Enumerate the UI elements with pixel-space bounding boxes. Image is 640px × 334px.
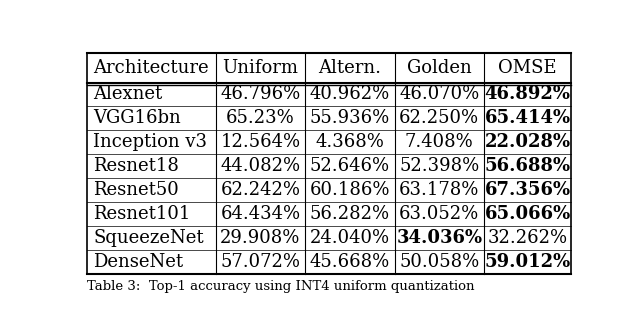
Text: Resnet101: Resnet101 (93, 205, 191, 223)
Text: 67.356%: 67.356% (484, 181, 571, 199)
Text: Altern.: Altern. (318, 59, 381, 77)
Text: 63.178%: 63.178% (399, 181, 479, 199)
Text: Resnet50: Resnet50 (93, 181, 179, 199)
Text: 62.242%: 62.242% (220, 181, 300, 199)
Text: 22.028%: 22.028% (484, 133, 571, 151)
Text: 65.23%: 65.23% (226, 110, 294, 127)
Text: 7.408%: 7.408% (405, 133, 474, 151)
Text: 29.908%: 29.908% (220, 229, 301, 247)
Text: 40.962%: 40.962% (310, 86, 390, 104)
Text: 57.072%: 57.072% (220, 253, 300, 271)
Text: 24.040%: 24.040% (310, 229, 390, 247)
Text: 12.564%: 12.564% (220, 133, 300, 151)
Text: 50.058%: 50.058% (399, 253, 479, 271)
Text: 32.262%: 32.262% (488, 229, 568, 247)
Text: Uniform: Uniform (222, 59, 298, 77)
Text: 59.012%: 59.012% (484, 253, 571, 271)
Text: 46.070%: 46.070% (399, 86, 479, 104)
Text: 56.688%: 56.688% (484, 157, 571, 175)
Text: 52.398%: 52.398% (399, 157, 479, 175)
Text: 60.186%: 60.186% (310, 181, 390, 199)
Text: SqueezeNet: SqueezeNet (93, 229, 204, 247)
Text: Golden: Golden (407, 59, 472, 77)
Text: Resnet18: Resnet18 (93, 157, 179, 175)
Text: Table 3:  Top-1 accuracy using INT4 uniform quantization: Table 3: Top-1 accuracy using INT4 unifo… (88, 281, 475, 294)
Text: VGG16bn: VGG16bn (93, 110, 181, 127)
Text: 44.082%: 44.082% (220, 157, 300, 175)
Text: Alexnet: Alexnet (93, 86, 163, 104)
Text: OMSE: OMSE (498, 59, 557, 77)
Text: 4.368%: 4.368% (316, 133, 384, 151)
Text: 52.646%: 52.646% (310, 157, 390, 175)
Text: 34.036%: 34.036% (396, 229, 483, 247)
Text: 56.282%: 56.282% (310, 205, 390, 223)
Text: 64.434%: 64.434% (220, 205, 300, 223)
Text: 55.936%: 55.936% (310, 110, 390, 127)
Text: 46.796%: 46.796% (220, 86, 300, 104)
Text: DenseNet: DenseNet (93, 253, 184, 271)
Text: 45.668%: 45.668% (310, 253, 390, 271)
Text: 62.250%: 62.250% (399, 110, 479, 127)
Text: 65.414%: 65.414% (484, 110, 571, 127)
Text: Inception v3: Inception v3 (93, 133, 207, 151)
Text: 65.066%: 65.066% (484, 205, 571, 223)
Text: 63.052%: 63.052% (399, 205, 479, 223)
Text: 46.892%: 46.892% (484, 86, 570, 104)
Text: Architecture: Architecture (93, 59, 209, 77)
